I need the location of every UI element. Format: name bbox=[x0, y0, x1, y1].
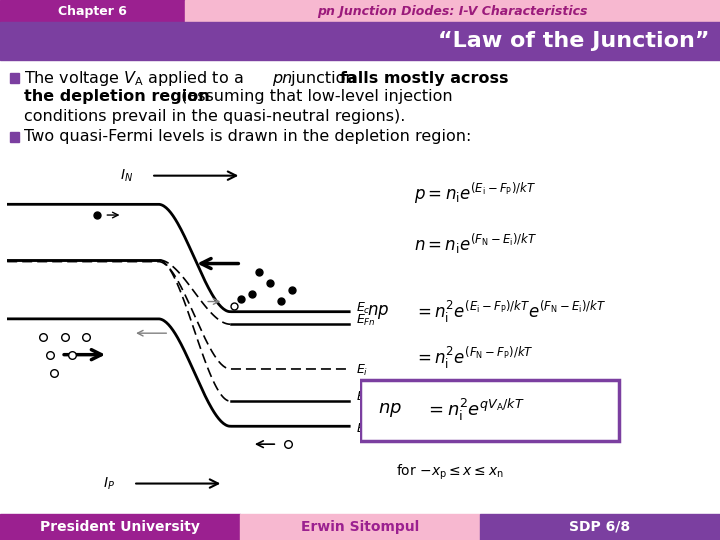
Text: $= n_\mathrm{i}^2 e^{(F_\mathrm{N}-F_\mathrm{P})/kT}$: $= n_\mathrm{i}^2 e^{(F_\mathrm{N}-F_\ma… bbox=[414, 345, 534, 372]
Text: $p = n_\mathrm{i}e^{(E_\mathrm{i}-F_\mathrm{P})/kT}$: $p = n_\mathrm{i}e^{(E_\mathrm{i}-F_\mat… bbox=[414, 181, 536, 206]
Text: President University: President University bbox=[40, 520, 200, 534]
Text: $E_{Fp}$: $E_{Fp}$ bbox=[356, 389, 377, 406]
FancyBboxPatch shape bbox=[360, 380, 619, 441]
Text: $I_N$: $I_N$ bbox=[120, 167, 133, 184]
Text: for $-x_\mathrm{p} \leq x \leq x_\mathrm{n}$: for $-x_\mathrm{p} \leq x \leq x_\mathrm… bbox=[396, 463, 504, 482]
Text: $E_i$: $E_i$ bbox=[356, 363, 369, 379]
Text: SDP 6/8: SDP 6/8 bbox=[570, 520, 631, 534]
Bar bbox=[10, 73, 19, 83]
Bar bbox=[0, 60, 720, 514]
Bar bbox=[0, 0, 185, 22]
Text: $= n_\mathrm{i}^2 e^{(E_\mathrm{i}-F_\mathrm{P})/kT}e^{(F_\mathrm{N}-E_\mathrm{i: $= n_\mathrm{i}^2 e^{(E_\mathrm{i}-F_\ma… bbox=[414, 299, 606, 325]
Text: falls mostly across: falls mostly across bbox=[340, 71, 508, 85]
Text: $E_{Fn}$: $E_{Fn}$ bbox=[356, 313, 377, 328]
Bar bbox=[185, 0, 720, 22]
Text: $= n_\mathrm{i}^2 e^{qV_\mathrm{A}/kT}$: $= n_\mathrm{i}^2 e^{qV_\mathrm{A}/kT}$ bbox=[425, 397, 525, 423]
Text: junction: junction bbox=[286, 71, 361, 85]
Text: Two quasi-Fermi levels is drawn in the depletion region:: Two quasi-Fermi levels is drawn in the d… bbox=[24, 130, 472, 145]
Text: Chapter 6: Chapter 6 bbox=[58, 4, 127, 17]
Text: the depletion region: the depletion region bbox=[24, 90, 210, 105]
Text: “Law of the Junction”: “Law of the Junction” bbox=[438, 31, 710, 51]
Text: $np$: $np$ bbox=[378, 401, 402, 419]
Bar bbox=[0, 514, 240, 540]
Text: $E_v$: $E_v$ bbox=[356, 422, 372, 437]
Text: Erwin Sitompul: Erwin Sitompul bbox=[301, 520, 419, 534]
Bar bbox=[0, 22, 720, 60]
Text: $I_P$: $I_P$ bbox=[103, 475, 115, 492]
Text: conditions prevail in the quasi-neutral regions).: conditions prevail in the quasi-neutral … bbox=[24, 109, 405, 124]
Text: $n = n_\mathrm{i}e^{(F_\mathrm{N}-E_\mathrm{i})/kT}$: $n = n_\mathrm{i}e^{(F_\mathrm{N}-E_\mat… bbox=[414, 232, 537, 256]
Text: $np$: $np$ bbox=[367, 303, 390, 321]
Text: pn Junction Diodes: I-V Characteristics: pn Junction Diodes: I-V Characteristics bbox=[318, 4, 588, 17]
Text: (assuming that low-level injection: (assuming that low-level injection bbox=[176, 90, 453, 105]
Text: pn: pn bbox=[272, 71, 292, 85]
Text: The voltage $V_\mathrm{A}$ applied to a: The voltage $V_\mathrm{A}$ applied to a bbox=[24, 69, 245, 87]
Text: $E_c$: $E_c$ bbox=[356, 301, 371, 316]
Bar bbox=[10, 132, 19, 142]
Bar bbox=[480, 514, 720, 540]
Bar bbox=[240, 514, 480, 540]
